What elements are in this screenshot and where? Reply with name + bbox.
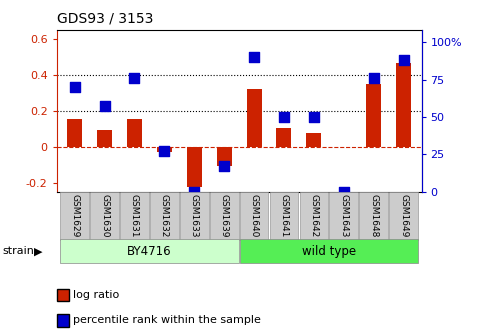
Text: GSM1639: GSM1639	[220, 194, 229, 238]
FancyBboxPatch shape	[60, 239, 239, 263]
Text: GSM1629: GSM1629	[70, 194, 79, 237]
Point	[310, 114, 318, 120]
Text: GDS93 / 3153: GDS93 / 3153	[57, 12, 153, 26]
Point	[190, 189, 198, 194]
Bar	[97, 130, 112, 147]
FancyBboxPatch shape	[150, 192, 178, 240]
Point	[370, 75, 378, 81]
FancyBboxPatch shape	[359, 192, 388, 240]
Point	[160, 149, 168, 154]
FancyBboxPatch shape	[270, 192, 298, 240]
Bar	[246, 89, 261, 147]
FancyBboxPatch shape	[300, 192, 328, 240]
Text: strain: strain	[2, 246, 35, 256]
Text: log ratio: log ratio	[73, 290, 119, 300]
Bar	[67, 119, 82, 147]
Bar	[277, 128, 291, 147]
FancyBboxPatch shape	[60, 192, 89, 240]
Point	[400, 57, 408, 63]
FancyBboxPatch shape	[90, 192, 119, 240]
Text: GSM1643: GSM1643	[339, 194, 348, 237]
Bar	[306, 133, 321, 147]
FancyBboxPatch shape	[240, 192, 268, 240]
Text: GSM1642: GSM1642	[310, 194, 318, 237]
Text: GSM1631: GSM1631	[130, 194, 139, 238]
Point	[280, 114, 288, 120]
Point	[250, 54, 258, 60]
Bar	[217, 147, 232, 166]
FancyBboxPatch shape	[240, 239, 418, 263]
Text: GSM1633: GSM1633	[190, 194, 199, 238]
Bar	[366, 84, 381, 147]
Bar	[396, 64, 411, 147]
FancyBboxPatch shape	[180, 192, 209, 240]
Text: wild type: wild type	[302, 245, 356, 258]
Bar	[157, 147, 172, 152]
Point	[70, 84, 78, 90]
Bar	[127, 119, 142, 147]
FancyBboxPatch shape	[329, 192, 358, 240]
Text: GSM1649: GSM1649	[399, 194, 408, 237]
Point	[340, 189, 348, 194]
FancyBboxPatch shape	[389, 192, 418, 240]
Text: GSM1640: GSM1640	[249, 194, 258, 237]
Text: ▶: ▶	[34, 246, 42, 256]
Text: GSM1632: GSM1632	[160, 194, 169, 237]
Text: GSM1648: GSM1648	[369, 194, 378, 237]
Text: GSM1641: GSM1641	[280, 194, 288, 237]
Text: BY4716: BY4716	[127, 245, 172, 258]
FancyBboxPatch shape	[210, 192, 239, 240]
Point	[131, 75, 139, 81]
FancyBboxPatch shape	[120, 192, 149, 240]
Point	[220, 163, 228, 169]
Bar	[187, 147, 202, 187]
Text: percentile rank within the sample: percentile rank within the sample	[73, 315, 261, 325]
Text: GSM1630: GSM1630	[100, 194, 109, 238]
Point	[101, 104, 108, 109]
